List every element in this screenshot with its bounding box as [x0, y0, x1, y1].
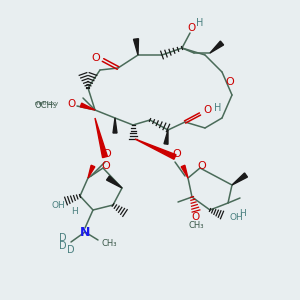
Text: O: O: [188, 23, 196, 33]
Text: OH: OH: [51, 202, 65, 211]
Polygon shape: [232, 173, 248, 185]
Polygon shape: [88, 165, 95, 178]
Text: O: O: [92, 53, 100, 63]
Text: CH₃: CH₃: [188, 220, 204, 230]
Text: CH₃: CH₃: [101, 238, 116, 247]
Text: O: O: [203, 105, 211, 115]
Text: O: O: [67, 99, 75, 109]
Text: O: O: [103, 149, 111, 159]
Polygon shape: [210, 41, 224, 53]
Polygon shape: [113, 118, 117, 133]
Polygon shape: [181, 165, 188, 178]
Text: D: D: [67, 245, 75, 255]
Text: O: O: [226, 77, 234, 87]
Text: N: N: [80, 226, 90, 238]
Text: O: O: [102, 161, 110, 171]
Text: H: H: [70, 206, 77, 215]
Text: H: H: [214, 103, 222, 113]
Text: OCH₃: OCH₃: [35, 101, 57, 110]
Text: H: H: [196, 18, 204, 28]
Polygon shape: [106, 176, 122, 188]
Polygon shape: [164, 130, 168, 144]
Text: O: O: [192, 212, 200, 222]
Text: O: O: [172, 149, 182, 159]
Polygon shape: [95, 118, 107, 158]
Text: D: D: [59, 241, 67, 251]
Text: O: O: [198, 161, 206, 171]
Text: D: D: [59, 233, 67, 243]
Text: OH: OH: [230, 214, 244, 223]
Text: H: H: [238, 209, 245, 218]
Polygon shape: [80, 103, 95, 110]
Polygon shape: [134, 39, 139, 55]
Polygon shape: [135, 139, 176, 159]
Text: methoxy: methoxy: [35, 101, 59, 106]
